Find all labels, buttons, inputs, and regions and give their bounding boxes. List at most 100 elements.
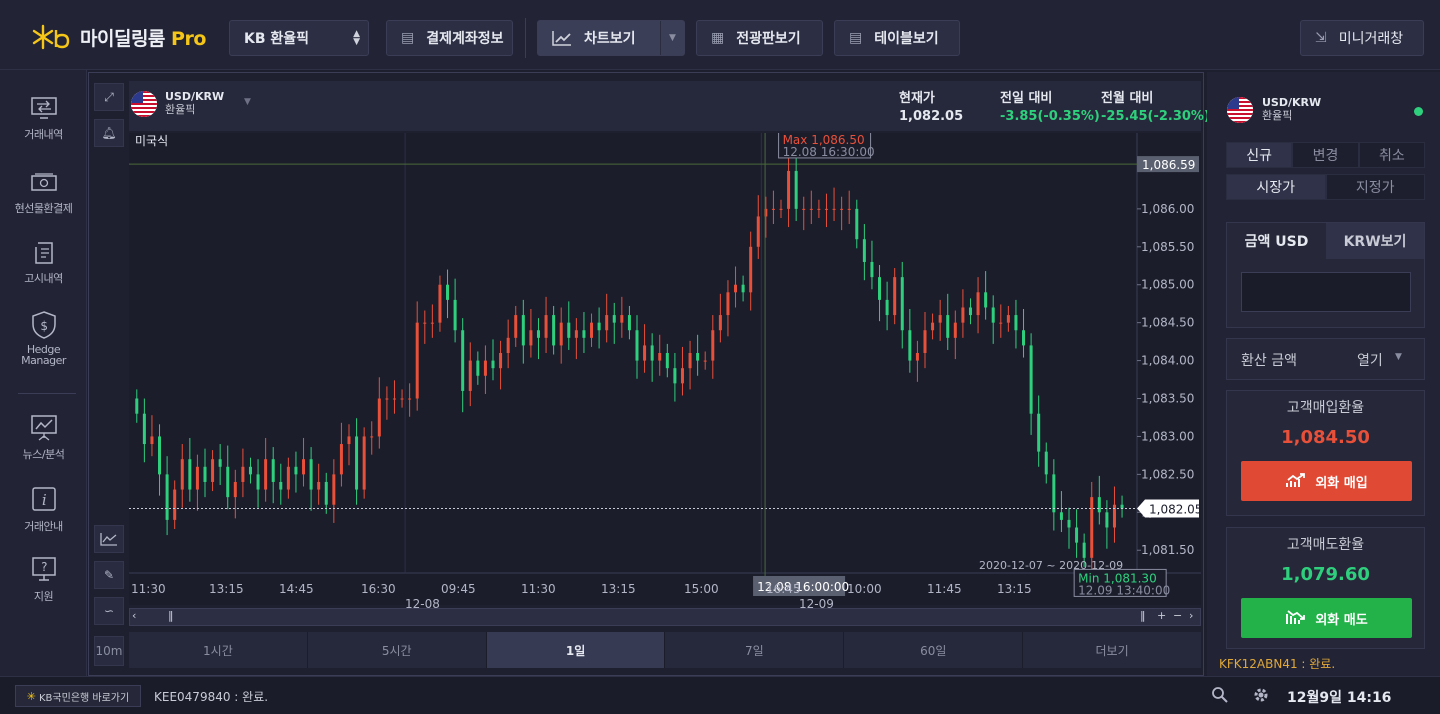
chevron-down-icon[interactable]: ▼	[660, 21, 684, 55]
x-tick-label: 13:15	[997, 582, 1032, 596]
pair-dropdown-icon[interactable]: ▼	[244, 97, 251, 107]
app-logo[interactable]: 마이딜링룸 Pro	[32, 22, 206, 52]
sidebar-item-label: 현선물환결제	[14, 202, 73, 215]
zoom-out-icon[interactable]: −	[1173, 609, 1183, 622]
sell-button[interactable]: 외화 매도	[1241, 598, 1412, 638]
candle-body	[703, 360, 707, 362]
shrink-window-icon: ⇲	[1315, 30, 1327, 46]
sidebar-item-guide[interactable]: i 거래안내	[0, 486, 87, 534]
scroll-left-icon[interactable]: ‹	[132, 609, 137, 622]
candle-body	[749, 246, 753, 293]
table-view-button[interactable]: ▤ 테이블보기	[834, 20, 960, 56]
chart-view-button[interactable]: 차트보기 ▼	[537, 20, 685, 56]
amount-input[interactable]	[1241, 272, 1411, 312]
candle-body	[408, 398, 412, 400]
search-icon[interactable]	[1211, 686, 1229, 704]
candle-body	[665, 353, 669, 369]
connection-status-dot	[1414, 107, 1423, 116]
zoom-in-icon[interactable]: +	[1157, 609, 1167, 622]
candle-body	[506, 337, 510, 353]
alarm-bell-icon[interactable]: 🔔︎	[94, 119, 124, 147]
candle-body	[635, 330, 639, 361]
period-tab[interactable]: 60일	[844, 632, 1024, 668]
grid-icon: ▦	[711, 30, 725, 46]
candle-body	[248, 466, 252, 475]
sidebar-item-news[interactable]: 뉴스/분석	[0, 414, 87, 462]
indicator-curve-icon[interactable]: ∽	[94, 597, 124, 625]
scroll-handle-right[interactable]: ‖	[1140, 609, 1146, 622]
y-tick-label: 1,086.00	[1141, 202, 1194, 216]
period-tab[interactable]: 5시간	[307, 632, 487, 668]
candle-body	[499, 353, 503, 369]
candle-body	[362, 436, 366, 490]
svg-text:i: i	[41, 491, 46, 509]
tab-new[interactable]: 신규	[1226, 142, 1293, 168]
candle-body	[1120, 504, 1124, 509]
candle-body	[847, 208, 851, 210]
sidebar-item-support[interactable]: ? 지원	[0, 556, 87, 604]
account-info-button[interactable]: ▤ 결제계좌정보	[386, 20, 513, 56]
candle-body	[264, 459, 268, 490]
krw-view-tab[interactable]: KRW보기	[1326, 223, 1424, 259]
candle-body	[991, 307, 995, 323]
day-change-value: -3.85(-0.35%)	[1000, 109, 1100, 124]
candle-body	[1112, 504, 1116, 528]
chart-scrollbar[interactable]: ‹ ‖ ‖ + − ›	[129, 608, 1201, 626]
board-view-button[interactable]: ▦ 전광판보기	[696, 20, 823, 56]
candle-body	[817, 208, 821, 210]
candle-body	[256, 474, 260, 490]
period-tab-more[interactable]: 더보기	[1023, 632, 1201, 668]
candle-body	[317, 481, 321, 490]
trend-up-icon	[1286, 473, 1306, 487]
candle-body	[415, 322, 419, 399]
candle-body	[514, 315, 518, 338]
candle-body	[946, 315, 950, 338]
candlestick-chart[interactable]: 1,086.00 1,085.50 1,085.00 1,084.50 1,084.00…	[129, 130, 1202, 611]
amount-usd-tab[interactable]: 금액 USD	[1244, 234, 1309, 250]
period-tab-active[interactable]: 1일	[486, 632, 666, 668]
candle-body	[590, 322, 594, 338]
candle-body	[840, 208, 844, 210]
tab-modify[interactable]: 변경	[1292, 142, 1359, 168]
candle-body	[832, 208, 836, 210]
chart-canvas: 1,086.00 1,085.50 1,085.00 1,084.50 1,084.00…	[129, 130, 1202, 611]
buy-button[interactable]: 외화 매입	[1241, 461, 1412, 501]
expand-icon[interactable]: ⤢	[94, 83, 124, 111]
sidebar-item-hedge-manager[interactable]: $ Hedge Manager	[0, 310, 87, 366]
candle-body	[150, 436, 154, 445]
y-tick-label: 1,084.50	[1141, 316, 1194, 330]
convert-box[interactable]: 환산 금액 열기 ▼	[1226, 338, 1425, 380]
tab-cancel[interactable]: 취소	[1358, 142, 1425, 168]
chart-style-label: 미국식	[135, 134, 168, 148]
sidebar-item-notices[interactable]: 고시내역	[0, 240, 87, 286]
candle-body	[915, 353, 919, 361]
scroll-handle-left[interactable]: ‖	[168, 609, 174, 622]
candle-body	[582, 330, 586, 338]
sidebar-item-settlement[interactable]: 현선물환결제	[0, 170, 87, 216]
shield-dollar-icon: $	[31, 311, 56, 339]
gear-icon[interactable]	[1252, 686, 1270, 704]
toolbar-divider	[525, 18, 526, 58]
mini-trade-button[interactable]: ⇲ 미니거래창	[1300, 20, 1424, 56]
candle-body	[696, 353, 700, 361]
period-tab[interactable]: 7일	[665, 632, 845, 668]
candle-body	[597, 322, 601, 331]
tab-market[interactable]: 시장가	[1226, 174, 1326, 200]
candle-body	[923, 330, 927, 353]
candle-body	[908, 330, 912, 361]
line-chart-icon	[552, 31, 571, 46]
draw-pen-icon[interactable]: ✎	[94, 561, 124, 589]
buy-rate-value: 1,084.50	[1281, 427, 1370, 448]
scroll-right-icon[interactable]: ›	[1189, 609, 1194, 622]
period-tab[interactable]: 1시간	[129, 632, 308, 668]
candle-body	[673, 368, 677, 384]
kb-bank-link[interactable]: ✳ KB국민은행 바로가기	[15, 685, 141, 707]
buy-rate-title: 고객매입환율	[1286, 400, 1365, 416]
interval-button[interactable]: 10m	[94, 636, 124, 666]
sidebar-item-trade-history[interactable]: 거래내역	[0, 96, 87, 142]
product-select[interactable]: KB 환율픽 ▲ ▼	[229, 20, 369, 56]
chart-type-icon[interactable]	[94, 525, 124, 553]
product-select-value: KB 환율픽	[244, 31, 310, 47]
sidebar-item-label: Hedge	[26, 343, 61, 356]
tab-limit[interactable]: 지정가	[1325, 174, 1425, 200]
